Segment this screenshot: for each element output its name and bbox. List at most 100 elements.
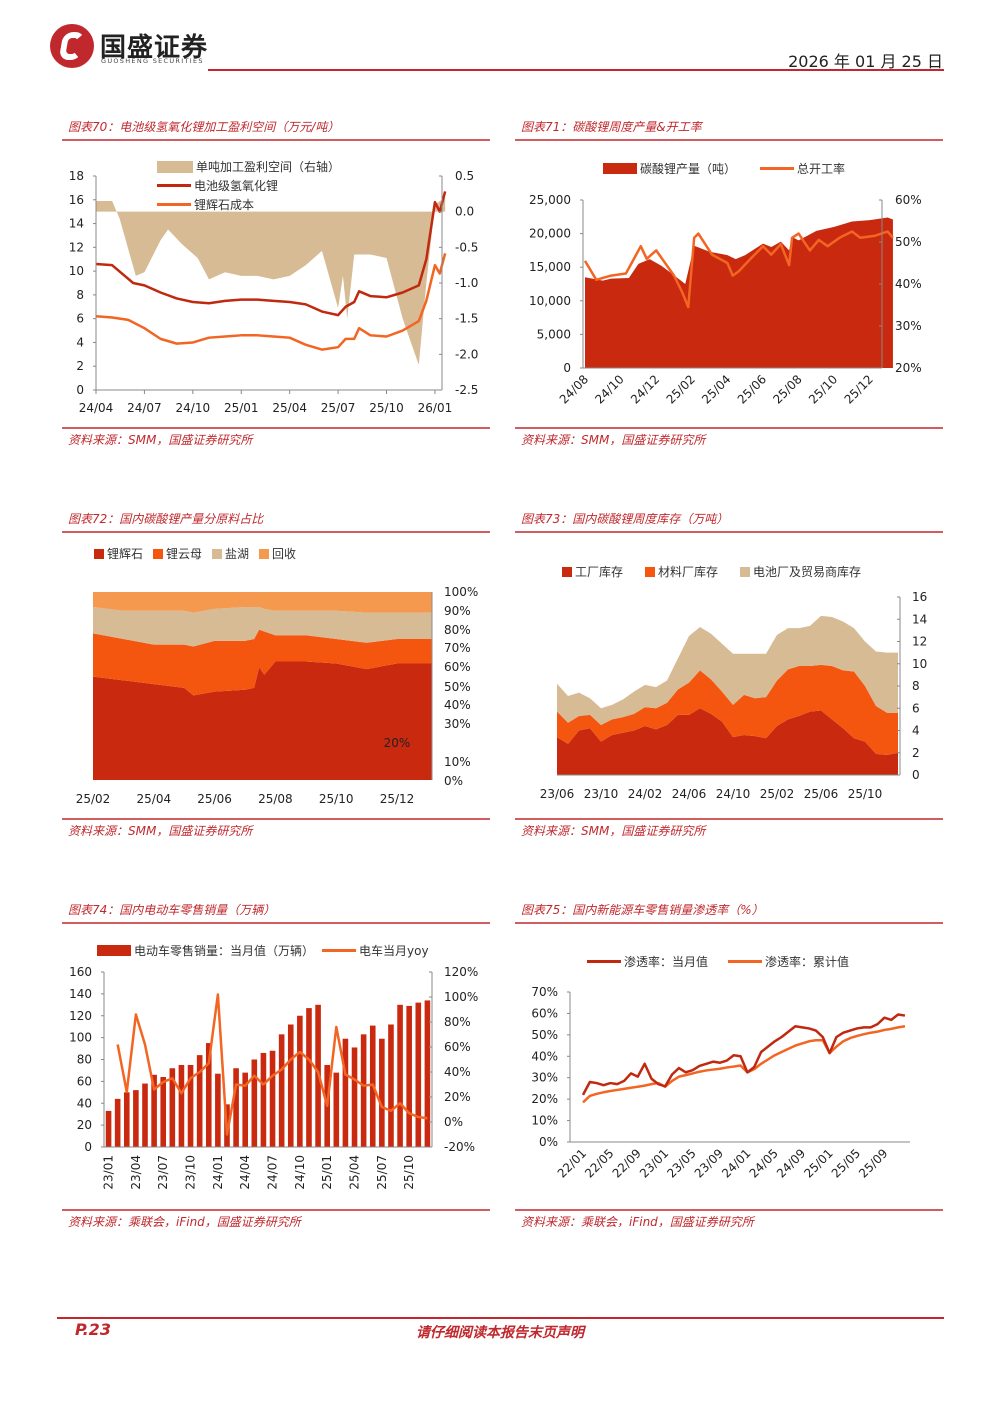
y-tick-label: 60%: [531, 1006, 558, 1020]
x-tick-label: 25/04: [699, 372, 733, 406]
y-tick-label: 40%: [531, 1049, 558, 1063]
bar: [196, 1055, 203, 1147]
tick-label: 25/04: [272, 401, 307, 415]
bar: [342, 1038, 349, 1147]
x-tick-label: 25/01: [801, 1146, 835, 1180]
bar: [133, 1090, 139, 1147]
chart-title-72: 图表72：国内碳酸锂产量分原料占比: [68, 512, 264, 526]
tick-label: 26/01: [418, 401, 453, 415]
y-tick-label: 2: [76, 359, 84, 373]
y-tick-label: 10%: [444, 755, 471, 769]
disclaimer: 请仔细阅读本报告末页声明: [416, 1325, 584, 1341]
logo-text: 国盛证券: [100, 33, 209, 63]
bar: [306, 1008, 312, 1147]
legend-label: 工厂库存: [575, 565, 624, 579]
legend-label: 回收: [272, 547, 297, 561]
tick-label: 25/07: [321, 401, 356, 415]
y-tick-label: 5,000: [537, 327, 571, 341]
x-tick-label: 25/10: [402, 1155, 416, 1190]
y-tick-label: 6: [76, 312, 84, 326]
y-tick-label: 0%: [539, 1135, 558, 1149]
bar: [333, 1072, 340, 1147]
bar: [114, 1098, 121, 1147]
y-tick-label: 80: [77, 1053, 92, 1067]
tick-label: 25/10: [848, 787, 883, 801]
monthly-penetration-line: [581, 1013, 906, 1096]
bar: [269, 1050, 276, 1147]
bar: [251, 1059, 258, 1147]
chart-title-71: 图表71：碳酸锂周度产量&开工率: [521, 120, 702, 134]
x-tick-label: 24/09: [774, 1146, 808, 1180]
y-tick-label: 80%: [444, 1015, 471, 1029]
brine-area: [93, 607, 432, 647]
x-tick-label: 25/05: [829, 1146, 863, 1180]
y-tick-label: 0: [563, 361, 571, 375]
tick-label: 25/02: [76, 792, 111, 806]
bar: [406, 1005, 412, 1147]
y-tick-label: 140: [69, 987, 92, 1001]
legend-label: 总开工率: [797, 162, 846, 176]
battery-trader-inventory-area: [557, 615, 898, 725]
y-tick-label: 0: [76, 383, 84, 397]
x-tick-label: 25/01: [320, 1155, 334, 1190]
bar: [360, 1034, 367, 1147]
tick-label: 25/10: [319, 792, 354, 806]
tick-label: 23/06: [540, 787, 575, 801]
y-tick-label: 4: [76, 335, 84, 349]
y-tick-label: -0.5: [455, 240, 478, 254]
x-tick-label: 24/01: [719, 1146, 753, 1180]
material-plant-inventory-area: [557, 664, 898, 755]
bar: [151, 1074, 157, 1147]
tick-label: 25/02: [760, 787, 795, 801]
y-tick-label: 60%: [895, 193, 922, 207]
tick-label: 24/06: [672, 787, 707, 801]
y-tick-label: 100%: [444, 990, 478, 1004]
y-tick-label: 8: [76, 288, 84, 302]
x-tick-label: 24/10: [293, 1155, 307, 1190]
profit-area: [96, 197, 446, 366]
y-tick-label: 30%: [531, 1071, 558, 1085]
tick-label: 25/06: [197, 792, 232, 806]
chart-title-73: 图表73：国内碳酸锂周度库存（万吨）: [521, 512, 729, 526]
x-tick-label: 24/10: [592, 372, 626, 406]
x-tick-label: 23/09: [692, 1146, 726, 1180]
x-tick-label: 25/10: [806, 372, 840, 406]
page-number: P.23: [75, 1320, 111, 1339]
y-tick-label: 0: [84, 1140, 92, 1154]
production-area: [585, 217, 893, 368]
legend-label: 单吨加工盈利空间（右轴）: [196, 160, 341, 174]
y-tick-label: 15,000: [529, 260, 571, 274]
legend-label: 锂辉石成本: [194, 198, 255, 212]
y-tick-label: -2.5: [455, 383, 478, 397]
y-tick-label: 50%: [531, 1028, 558, 1042]
bar: [215, 1073, 221, 1147]
x-tick-label: 23/04: [129, 1155, 143, 1190]
logo: [50, 24, 94, 68]
tick-label: 24/07: [127, 401, 162, 415]
y-tick-label: 0.5: [455, 169, 474, 183]
y-tick-label: 120: [69, 1009, 92, 1023]
y-tick-label: 20%: [384, 736, 411, 750]
bar: [205, 1043, 212, 1147]
legend-label: 碳酸锂产量（吨）: [640, 162, 737, 176]
x-tick-label: 25/02: [664, 372, 698, 406]
legend-label: 电车当月yoy: [359, 944, 429, 958]
tick-label: 25/06: [804, 787, 839, 801]
spodumene-cost-line: [95, 252, 447, 351]
legend-label: 锂辉石: [107, 547, 144, 561]
bar: [388, 1024, 394, 1147]
x-tick-label: 22/05: [582, 1146, 616, 1180]
y-tick-label: 10%: [531, 1114, 558, 1128]
yoy-line: [116, 993, 428, 1136]
y-tick-label: 12: [69, 240, 84, 254]
y-tick-label: 100%: [444, 585, 478, 599]
chart-source-70: 资料来源：SMM，国盛证券研究所: [68, 433, 253, 447]
x-tick-label: 24/12: [628, 372, 662, 406]
y-tick-label: 18: [69, 169, 84, 183]
factory-inventory-area: [557, 708, 898, 775]
x-tick-label: 22/01: [555, 1146, 589, 1180]
x-tick-label: 23/05: [664, 1146, 698, 1180]
y-tick-label: 4: [912, 724, 920, 738]
bar: [142, 1083, 148, 1147]
